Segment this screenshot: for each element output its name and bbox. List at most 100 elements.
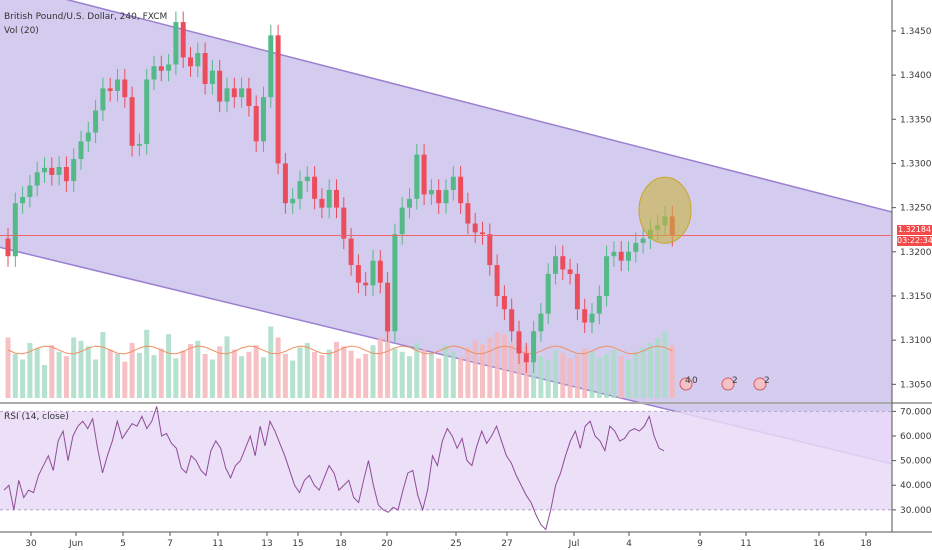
candle-body <box>209 70 215 84</box>
candle-body <box>151 66 157 80</box>
volume-bar <box>326 349 332 398</box>
candle-body <box>407 198 412 208</box>
price-tick-label: 1.33500 <box>900 115 932 125</box>
candle-body <box>370 260 376 286</box>
price-tick-label: 1.34000 <box>900 71 932 81</box>
price-tick-label: 1.33000 <box>900 159 932 169</box>
candle-body <box>589 313 595 323</box>
volume-bar <box>443 345 449 398</box>
event-label: 2 <box>732 376 738 386</box>
volume-bar <box>421 349 427 398</box>
candle-body <box>144 79 150 145</box>
volume-bar <box>553 349 558 398</box>
highlight-ellipse <box>638 176 692 244</box>
price-tick-label: 1.32000 <box>900 248 932 258</box>
candle-body <box>611 251 617 257</box>
volume-bar <box>158 348 164 398</box>
volume-indicator-label: Vol (20) <box>4 18 39 37</box>
volume-bar <box>626 359 631 398</box>
candle-body <box>399 207 405 235</box>
candle-body <box>5 238 11 257</box>
volume-bar <box>166 334 172 398</box>
time-tick-label: 20 <box>381 539 393 549</box>
event-label: 0 <box>692 376 698 386</box>
rsi-tick-label: 60.0000 <box>900 432 932 442</box>
time-tick-label: 4 <box>626 539 632 549</box>
volume-bar <box>567 358 573 398</box>
candle-body <box>355 265 361 283</box>
volume-bar <box>100 332 106 398</box>
volume-bar <box>399 351 405 398</box>
candle-body <box>173 22 179 65</box>
rsi-label-text: RSI (14, close) <box>4 412 69 422</box>
volume-bar <box>494 332 500 398</box>
volume-bar <box>173 358 179 398</box>
candle-body <box>12 203 18 257</box>
candle-body <box>85 132 91 142</box>
time-tick-label: 7 <box>167 539 173 549</box>
volume-bar <box>545 359 551 398</box>
candle-body <box>78 141 84 160</box>
time-tick-label: 15 <box>292 539 303 549</box>
candle-body <box>100 88 106 111</box>
candle-body <box>494 265 500 296</box>
event-flag <box>753 377 767 391</box>
candle-body <box>49 167 55 175</box>
candle-body <box>312 176 318 199</box>
volume-bar <box>122 361 128 398</box>
volume-bar <box>297 347 303 398</box>
candle-body <box>545 273 551 314</box>
time-tick-label: 5 <box>120 539 126 549</box>
volume-bar <box>209 359 215 398</box>
volume-bar <box>312 351 318 398</box>
volume-bar <box>355 358 361 398</box>
volume-bar <box>129 343 135 398</box>
channel-fill <box>0 0 892 464</box>
rsi-indicator-label: RSI (14, close) <box>4 404 69 423</box>
candle-body <box>428 189 434 195</box>
volume-bar <box>647 343 653 398</box>
volume-bar <box>136 352 142 398</box>
candle-body <box>158 66 164 71</box>
candle-body <box>136 144 142 146</box>
candle-body <box>377 260 383 283</box>
volume-bar <box>348 350 354 398</box>
candle-body <box>217 70 223 102</box>
volume-bar <box>472 340 478 398</box>
candle-body <box>20 197 26 204</box>
volume-bar <box>20 359 26 398</box>
time-tick-label: Jul <box>568 539 580 549</box>
volume-bar <box>85 346 91 398</box>
candle-body <box>516 331 522 354</box>
event-label: 4 <box>685 376 691 386</box>
volume-bar <box>480 344 485 398</box>
volume-bar <box>107 349 113 398</box>
candle-body <box>472 223 478 233</box>
volume-bar <box>151 355 157 398</box>
volume-bar <box>78 340 84 398</box>
volume-bar <box>618 356 624 398</box>
time-tick-label: 9 <box>697 539 703 549</box>
volume-bar <box>144 329 150 398</box>
volume-bar <box>42 365 47 398</box>
volume-bar <box>239 356 245 398</box>
candle-body <box>166 64 172 71</box>
volume-bar <box>115 354 120 398</box>
volume-bar <box>501 334 507 398</box>
volume-bar <box>93 359 99 398</box>
volume-bar <box>596 357 602 398</box>
candle-body <box>574 273 580 310</box>
time-tick-label: 30 <box>25 539 37 549</box>
candle-body <box>282 163 288 204</box>
candle-body <box>180 22 186 58</box>
rsi-tick-label: 50.0000 <box>900 457 932 467</box>
volume-bar <box>370 345 376 398</box>
candle-body <box>443 189 449 204</box>
candle-body <box>640 238 646 243</box>
time-tick-label: 18 <box>335 539 347 549</box>
candle-body <box>341 207 347 239</box>
volume-bar <box>5 337 11 398</box>
channel-upper-line <box>65 0 893 213</box>
